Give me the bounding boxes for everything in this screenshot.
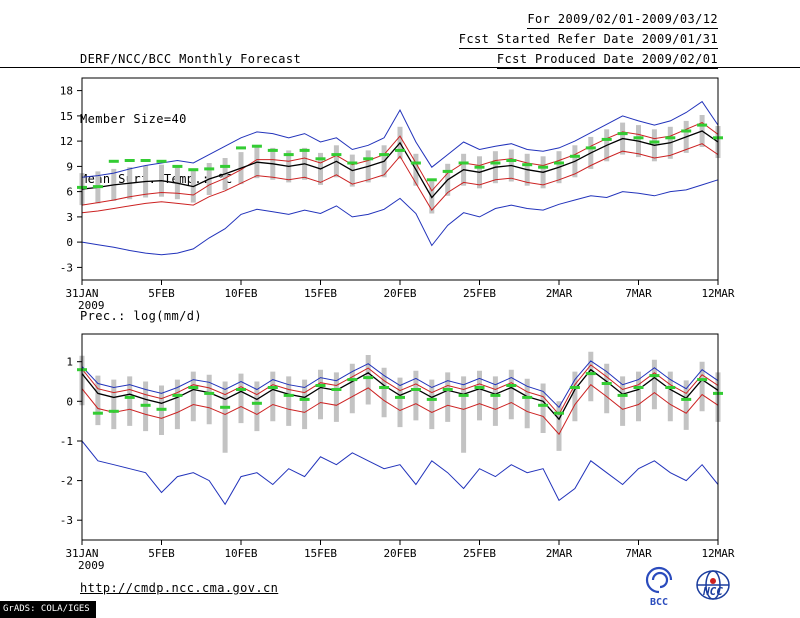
precipitation-ensemble-min-line — [81, 440, 719, 506]
ncc-logo-label: NCC — [702, 585, 723, 598]
temperature-xtick-label: 15FEB — [304, 287, 337, 300]
website-link[interactable]: http://cmdp.ncc.cma.gov.cn — [80, 581, 279, 595]
temperature-ensemble-min-line — [81, 179, 719, 256]
temperature-xtick-label: 20FEB — [383, 287, 416, 300]
precipitation-ytick-label: 0 — [66, 395, 73, 408]
precipitation-ytick-label: -3 — [60, 514, 73, 527]
temperature-upper-spread-line — [81, 122, 719, 206]
precipitation-ensemble-max-line — [81, 360, 719, 409]
precipitation-ensemble-mean-line — [81, 368, 719, 421]
precipitation-ytick-label: -1 — [60, 435, 73, 448]
precipitation-xtick-label: 15FEB — [304, 547, 337, 560]
header-divider — [0, 67, 800, 68]
temperature-xtick-label: 31JAN — [65, 287, 98, 300]
precipitation-xtick-label: 20FEB — [383, 547, 416, 560]
bcc-logo: BCC — [645, 566, 673, 608]
precipitation-axes-frame — [81, 333, 719, 541]
precipitation-upper-spread-line — [81, 364, 719, 416]
precipitation-xtick-label: 25FEB — [463, 547, 496, 560]
bcc-logo-label: BCC — [650, 597, 668, 608]
temperature-ytick-label: 6 — [66, 186, 73, 199]
precipitation-lower-spread-line — [81, 384, 719, 436]
ncc-sun-icon — [710, 578, 716, 584]
temperature-ytick-label: 0 — [66, 236, 73, 249]
forecast-period-label: For 2009/02/01-2009/03/12 — [527, 11, 718, 29]
precipitation-year-label: 2009 — [78, 559, 105, 572]
ncc-logo: NCC — [696, 570, 730, 600]
precipitation-observation-dashes — [77, 368, 723, 415]
temperature-year-label: 2009 — [78, 299, 105, 312]
precipitation-xtick-label: 31JAN — [65, 547, 98, 560]
temperature-xtick-label: 7MAR — [625, 287, 652, 300]
precipitation-ensemble-spread-bars — [79, 351, 721, 453]
precipitation-panel: 1 0 -1 -2 -3 31JAN 5FEB 10FEB 15FEB 20FEB 25FEB 2MA… — [60, 333, 735, 572]
temperature-ensemble-max-line — [81, 100, 719, 178]
produced-date-label: Fcst Produced Date 2009/02/01 — [496, 51, 718, 69]
temperature-ytick-label: 15 — [60, 110, 73, 123]
precipitation-xtick-label: 2MAR — [546, 547, 573, 560]
precipitation-ytick-label: 1 — [66, 356, 73, 369]
temperature-xtick-label: 2MAR — [546, 287, 573, 300]
temperature-ytick-label: 12 — [60, 135, 73, 148]
page-title: DERF/NCC/BCC Monthly Forecast — [80, 52, 302, 66]
precipitation-xtick-label: 5FEB — [148, 547, 175, 560]
precipitation-xtick-label: 10FEB — [224, 547, 257, 560]
temperature-panel: 18 15 12 9 6 3 0 -3 31JAN 5FEB 10FEB 15FEB 20FEB 25FE… — [60, 77, 735, 312]
temperature-ensemble-mean-line — [81, 130, 719, 199]
header-right: For 2009/02/01-2009/03/12 Fcst Started R… — [458, 9, 718, 69]
precipitation-xtick-label: 12MAR — [701, 547, 734, 560]
temperature-ytick-label: 3 — [66, 211, 73, 224]
temperature-ytick-label: 18 — [60, 85, 73, 98]
temperature-ytick-label: -3 — [60, 261, 73, 274]
temperature-xtick-label: 5FEB — [148, 287, 175, 300]
temperature-ytick-label: 9 — [66, 160, 73, 173]
precipitation-xtick-label: 7MAR — [625, 547, 652, 560]
member-size-label: Member Size=40 — [80, 112, 187, 126]
panel2-variable-label: Prec.: log(mm/d) — [80, 309, 202, 323]
temperature-xtick-label: 10FEB — [224, 287, 257, 300]
temperature-lower-spread-line — [81, 143, 719, 214]
temperature-observation-dashes — [77, 123, 723, 189]
refer-date-label: Fcst Started Refer Date 2009/01/31 — [458, 31, 718, 49]
precipitation-ytick-label: -2 — [60, 475, 73, 488]
grads-stamp: GrADS: COLA/IGES — [0, 601, 96, 618]
bcc-swirl-icon — [645, 566, 673, 594]
temperature-xtick-label: 25FEB — [463, 287, 496, 300]
temperature-xtick-label: 12MAR — [701, 287, 734, 300]
ncc-globe-icon — [696, 570, 730, 600]
